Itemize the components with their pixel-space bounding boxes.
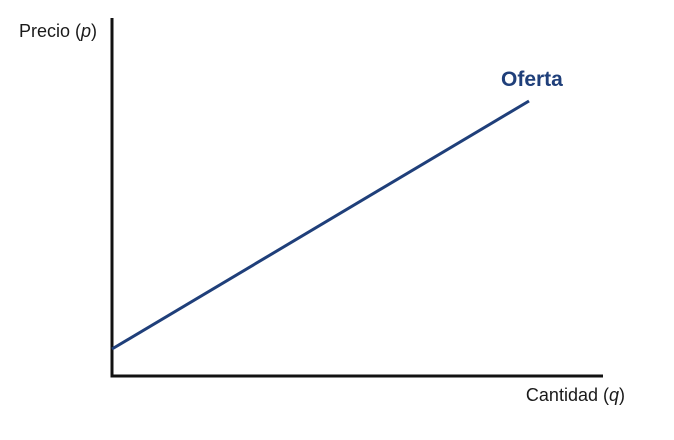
x-axis-label-close: ) [619, 385, 625, 405]
x-axis-variable: q [608, 385, 619, 405]
supply-curve-label: Oferta [501, 68, 563, 91]
y-axis-label: Precio (p) [19, 22, 97, 40]
y-axis-variable: p [81, 21, 92, 41]
x-axis-label-text: Cantidad ( [525, 385, 609, 405]
supply-curve [111, 99, 530, 351]
y-axis-label-text: Precio ( [19, 21, 82, 41]
y-axis-label-close: ) [91, 21, 98, 41]
x-axis-label: Cantidad (q) [526, 386, 625, 404]
